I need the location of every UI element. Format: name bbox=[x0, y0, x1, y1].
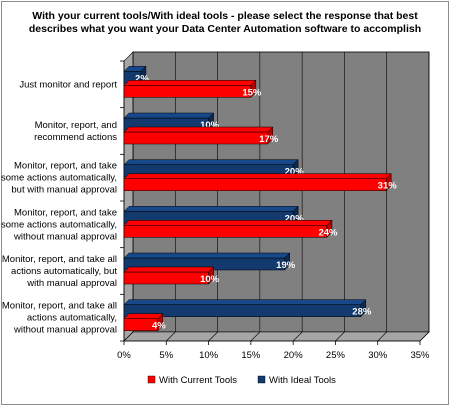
ideal-tools-data-label: 20% bbox=[285, 213, 305, 224]
gridline-floor bbox=[208, 331, 218, 342]
ideal-tools-bar-side bbox=[360, 299, 367, 318]
ideal-tools-data-label: 19% bbox=[276, 260, 296, 271]
category-label: with manual approval bbox=[26, 278, 117, 289]
x-tick-label: 35% bbox=[410, 350, 430, 361]
ideal-tools-data-label: 2% bbox=[135, 73, 149, 84]
category-label: actions automatically, bbox=[27, 313, 117, 324]
category-label: without manual approval bbox=[13, 231, 117, 242]
current-tools-bar-side bbox=[250, 79, 257, 98]
current-tools-data-label: 31% bbox=[378, 181, 398, 192]
ideal-tools-data-label: 28% bbox=[352, 307, 372, 318]
category-label: actions automatically, but bbox=[11, 266, 117, 277]
current-tools-bar-side bbox=[157, 313, 164, 332]
ideal-tools-bar-top bbox=[123, 112, 215, 119]
ideal-tools-data-label: 20% bbox=[285, 167, 305, 178]
gridline-floor bbox=[250, 331, 261, 342]
ideal-tools-bar-top bbox=[123, 299, 367, 305]
legend-swatch bbox=[147, 375, 156, 384]
floor bbox=[123, 331, 430, 342]
ideal-tools-bar-side bbox=[140, 65, 147, 84]
category-label: Monitor, report, and take bbox=[14, 207, 117, 218]
category-label: Monitor, report, and take all bbox=[2, 301, 117, 312]
current-tools-data-label: 4% bbox=[152, 321, 166, 332]
category-label: some actions automatically, bbox=[1, 173, 117, 184]
gridline-floor bbox=[335, 331, 345, 342]
category-label: Just monitor and report bbox=[19, 79, 117, 90]
gridline-floor bbox=[419, 331, 430, 342]
ideal-tools-bar-top bbox=[123, 206, 299, 212]
current-tools-bar bbox=[123, 225, 328, 238]
x-tick-label: 5% bbox=[159, 350, 173, 361]
current-tools-bar-top bbox=[123, 173, 392, 179]
x-tick-label: 20% bbox=[284, 350, 304, 361]
x-tick-label: 10% bbox=[199, 350, 219, 361]
current-tools-bar bbox=[123, 271, 209, 285]
category-label: recommend actions bbox=[34, 132, 117, 143]
gridline-floor bbox=[166, 331, 176, 342]
legend-swatch bbox=[257, 375, 266, 384]
category-label: without manual approval bbox=[13, 325, 117, 336]
current-tools-data-label: 17% bbox=[259, 134, 279, 145]
current-tools-bar-top bbox=[123, 266, 215, 273]
ideal-tools-bar-top bbox=[123, 159, 299, 165]
chart-title-line-2: describes what you want your Data Center… bbox=[28, 23, 422, 35]
chart-title: With your current tools/With ideal tools… bbox=[0, 10, 450, 36]
x-tick-label: 30% bbox=[368, 350, 388, 361]
legend-label: With Current Tools bbox=[159, 375, 237, 386]
gridline-floor bbox=[292, 331, 303, 342]
current-tools-bar bbox=[123, 131, 269, 145]
x-tick-label: 0% bbox=[117, 350, 131, 361]
current-tools-bar-side bbox=[267, 126, 274, 145]
current-tools-data-label: 10% bbox=[200, 274, 220, 285]
current-tools-bar-side bbox=[326, 219, 333, 238]
x-tick-label: 15% bbox=[241, 350, 261, 361]
legend-label: With Ideal Tools bbox=[269, 375, 336, 386]
current-tools-bar-top bbox=[123, 126, 274, 133]
gridline-floor bbox=[377, 331, 387, 342]
current-tools-bar bbox=[123, 178, 387, 191]
category-label: Monitor, report, and bbox=[35, 120, 117, 131]
current-tools-bar bbox=[123, 85, 252, 98]
x-tick-label: 25% bbox=[326, 350, 346, 361]
ideal-tools-bar-side bbox=[292, 205, 299, 224]
ideal-tools-bar-top bbox=[123, 252, 291, 259]
current-tools-bar-side bbox=[208, 266, 214, 285]
chart-title-line-1: With your current tools/With ideal tools… bbox=[32, 10, 418, 22]
current-tools-data-label: 24% bbox=[318, 227, 338, 238]
category-label: Monitor, report, and take bbox=[14, 161, 117, 172]
ideal-tools-bar-side bbox=[284, 252, 290, 271]
category-label: some actions automatically, bbox=[1, 219, 117, 230]
category-label: Monitor, report, and take all bbox=[2, 254, 117, 265]
ideal-tools-bar-side bbox=[208, 112, 214, 131]
gridline-floor bbox=[123, 331, 134, 342]
ideal-tools-bar-side bbox=[292, 159, 299, 178]
current-tools-bar-top bbox=[123, 80, 257, 86]
category-label: but with manual approval bbox=[11, 185, 117, 196]
current-tools-bar-top bbox=[123, 220, 333, 226]
current-tools-bar-side bbox=[385, 173, 392, 192]
ideal-tools-data-label: 10% bbox=[200, 120, 220, 131]
current-tools-bar-top bbox=[123, 313, 164, 319]
current-tools-data-label: 15% bbox=[242, 87, 262, 98]
